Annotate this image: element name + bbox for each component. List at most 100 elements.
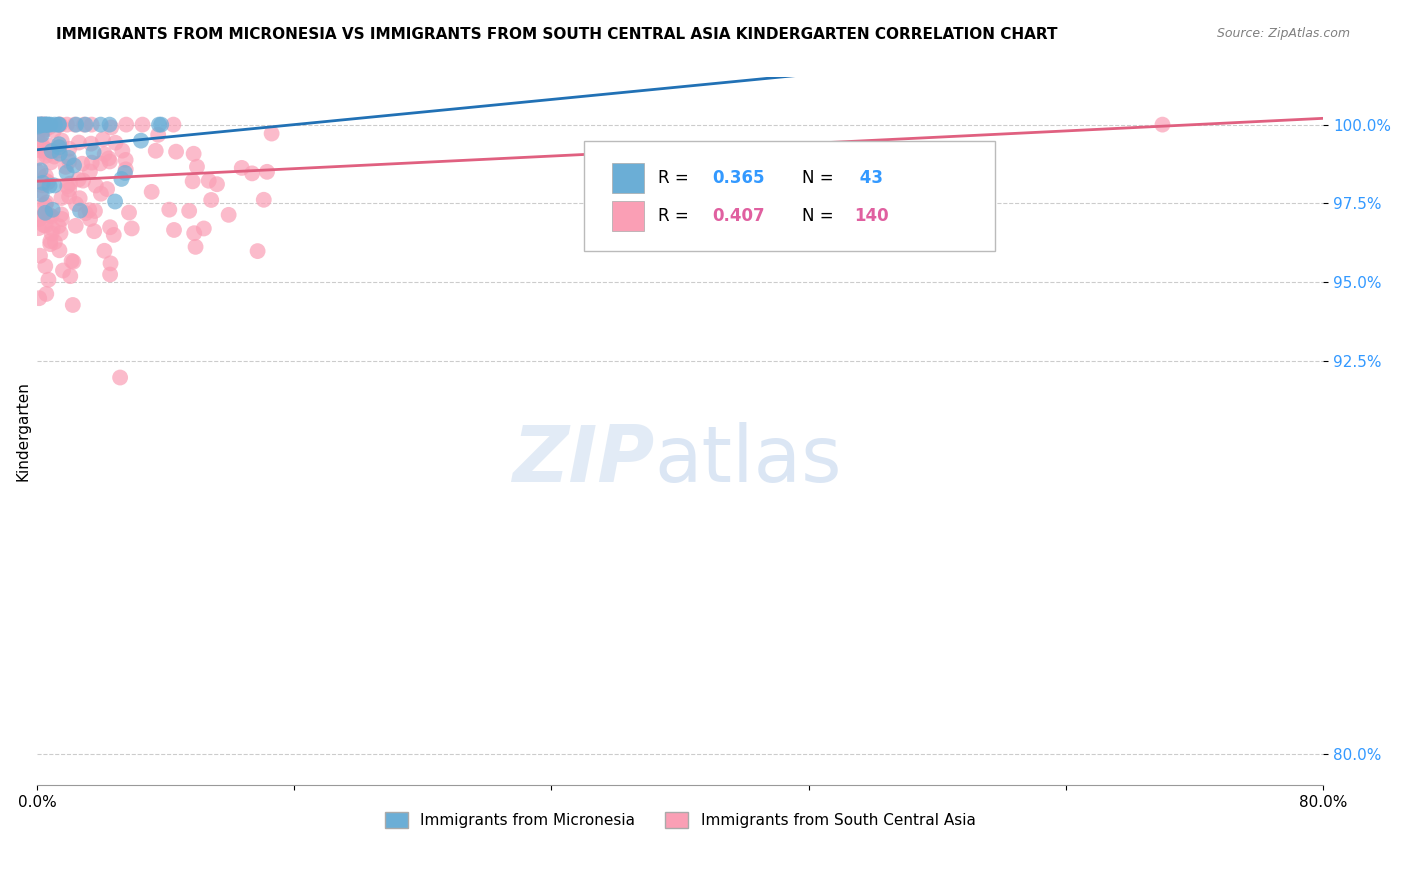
Point <box>110 172 132 186</box>
Point <box>41 202 63 217</box>
Point <box>30 118 52 132</box>
Point <box>56 118 79 132</box>
Text: atlas: atlas <box>654 422 842 498</box>
Point <box>27 118 49 132</box>
Point <box>79 164 101 178</box>
Point <box>27 118 49 132</box>
Point <box>79 211 101 226</box>
Point <box>186 160 208 174</box>
Point <box>98 118 121 132</box>
Point <box>104 136 127 150</box>
Point <box>260 127 283 141</box>
Point <box>80 136 103 151</box>
Point <box>90 186 112 201</box>
Text: N =: N = <box>803 207 839 225</box>
Point <box>39 155 62 169</box>
Point <box>49 226 72 240</box>
Point <box>35 195 58 210</box>
Point <box>39 118 62 132</box>
Point <box>51 211 73 226</box>
Point <box>51 133 73 147</box>
Point <box>111 144 134 158</box>
Point <box>48 140 70 154</box>
Point <box>73 118 96 132</box>
Point <box>31 178 53 193</box>
Point <box>48 219 70 233</box>
Point <box>75 118 97 132</box>
Point <box>35 169 58 183</box>
Point <box>65 219 87 233</box>
Point <box>98 154 121 169</box>
Text: 43: 43 <box>853 169 883 187</box>
Point <box>69 203 91 218</box>
Point <box>30 127 52 141</box>
Point <box>34 118 56 132</box>
Point <box>240 166 263 180</box>
Point <box>27 221 49 235</box>
Point <box>28 211 51 226</box>
Point <box>218 208 240 222</box>
Text: R =: R = <box>658 169 695 187</box>
Point <box>41 144 63 158</box>
Point <box>145 144 167 158</box>
Point <box>27 120 49 134</box>
Point <box>44 150 66 164</box>
Point <box>58 151 80 165</box>
Point <box>90 118 112 132</box>
Point <box>184 240 207 254</box>
Point <box>35 287 58 301</box>
Point <box>35 174 58 188</box>
Point <box>49 118 72 132</box>
Point <box>35 149 58 163</box>
Point <box>37 118 59 132</box>
Bar <box>612 202 644 231</box>
Point <box>59 177 82 191</box>
Point <box>115 118 138 132</box>
Point <box>84 178 107 193</box>
Point <box>80 118 103 132</box>
Point <box>51 191 73 205</box>
Point <box>30 121 52 136</box>
Point <box>179 203 201 218</box>
Point <box>39 237 62 252</box>
Text: ZIP: ZIP <box>512 422 654 498</box>
Point <box>37 118 59 132</box>
Point <box>72 173 94 187</box>
Point <box>98 268 121 282</box>
Point <box>96 182 118 196</box>
Bar <box>612 163 644 193</box>
FancyBboxPatch shape <box>583 141 995 251</box>
Point <box>30 118 52 132</box>
Point <box>67 136 90 150</box>
Point <box>35 145 58 160</box>
Point <box>44 235 66 249</box>
Point <box>48 118 70 132</box>
Point <box>253 193 276 207</box>
Point <box>34 259 56 273</box>
Point <box>91 132 114 146</box>
Text: 0.365: 0.365 <box>713 169 765 187</box>
Point <box>93 147 115 161</box>
Point <box>200 193 222 207</box>
Point <box>31 198 53 212</box>
Point <box>30 118 52 132</box>
Point <box>62 298 84 312</box>
Point <box>27 119 49 133</box>
Point <box>93 244 115 258</box>
Point <box>42 123 65 137</box>
Point <box>231 161 253 175</box>
Point <box>38 138 60 153</box>
Point <box>131 118 153 132</box>
Point <box>58 182 80 196</box>
Point <box>38 120 60 135</box>
Point <box>108 370 131 384</box>
Point <box>41 209 63 223</box>
Point <box>34 118 56 132</box>
Point <box>193 221 215 235</box>
Point <box>44 178 66 193</box>
Point <box>38 178 60 193</box>
Point <box>69 191 91 205</box>
Point <box>80 155 103 169</box>
Point <box>104 194 127 209</box>
Point <box>97 152 120 166</box>
